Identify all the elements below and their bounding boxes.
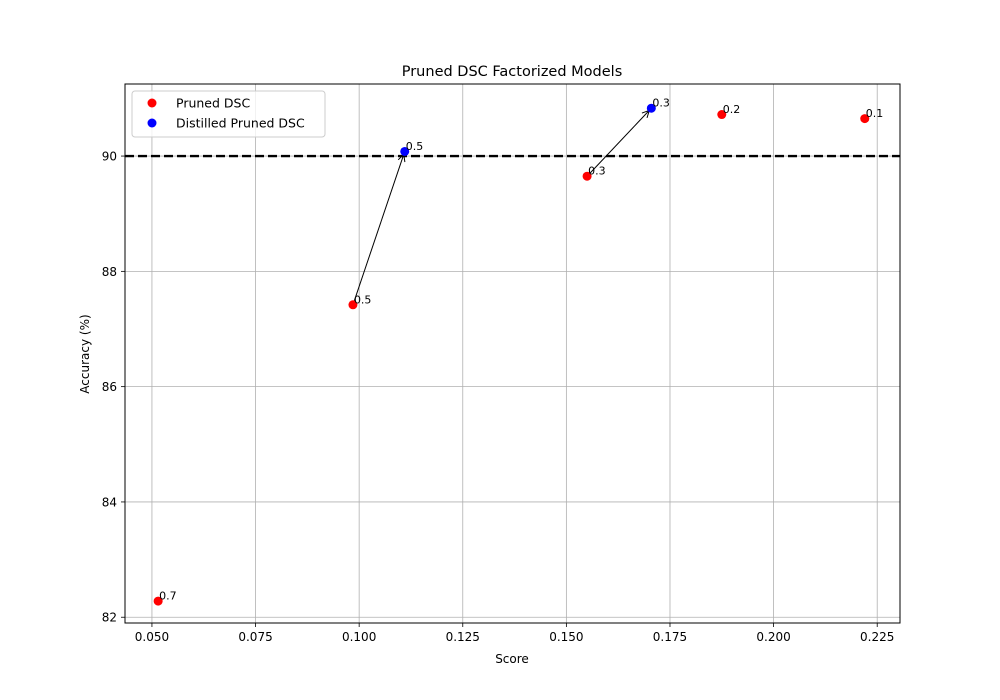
point-label-distilled-pruned-dsc: 0.3 <box>652 97 670 110</box>
legend: Pruned DSC Distilled Pruned DSC <box>131 90 326 138</box>
legend-marker-distilled-pruned-dsc <box>147 118 157 128</box>
point-label-pruned-dsc: 0.7 <box>159 590 177 603</box>
y-tick-label: 84 <box>102 495 117 509</box>
x-tick-label: 0.200 <box>756 630 790 644</box>
y-tick-label: 86 <box>102 380 117 394</box>
point-pruned-dsc <box>153 596 163 606</box>
x-tick-label: 0.175 <box>653 630 687 644</box>
x-tick-label: 0.100 <box>342 630 376 644</box>
y-tick-label: 88 <box>102 265 117 279</box>
point-label-distilled-pruned-dsc: 0.5 <box>406 140 424 153</box>
legend-marker-pruned-dsc <box>147 98 157 108</box>
point-label-pruned-dsc: 0.1 <box>866 107 884 120</box>
x-tick-label: 0.225 <box>860 630 894 644</box>
plot-frame <box>124 83 901 624</box>
y-tick-label: 90 <box>102 150 117 164</box>
points-layer <box>153 103 870 606</box>
point-distilled-pruned-dsc <box>646 103 656 113</box>
point-label-pruned-dsc: 0.5 <box>354 293 372 306</box>
x-tick-label: 0.050 <box>135 630 169 644</box>
arrow-layer <box>352 109 651 305</box>
point-pruned-dsc <box>717 110 727 120</box>
ticks-layer: 0.050 0.075 0.100 0.125 0.150 0.175 0.200 0.225… <box>102 150 895 644</box>
legend-label-distilled-pruned-dsc: Distilled Pruned DSC <box>176 116 305 131</box>
point-pruned-dsc <box>860 114 870 124</box>
point-distilled-pruned-dsc <box>400 146 410 156</box>
y-tick-label: 82 <box>102 611 117 625</box>
point-pruned-dsc <box>582 171 592 181</box>
point-label-pruned-dsc: 0.3 <box>588 165 606 178</box>
point-label-pruned-dsc: 0.2 <box>723 103 741 116</box>
point-labels-layer: 0.7 0.5 0.3 0.2 0.1 0.5 0.3 <box>159 97 883 603</box>
legend-label-pruned-dsc: Pruned DSC <box>176 96 250 111</box>
arrow-shaft <box>586 110 650 177</box>
point-pruned-dsc <box>348 300 358 310</box>
grid <box>125 84 900 623</box>
x-axis-label: Score <box>495 652 529 666</box>
legend-box <box>131 90 326 138</box>
x-tick-label: 0.075 <box>238 630 272 644</box>
x-tick-label: 0.125 <box>446 630 480 644</box>
chart-title: Pruned DSC Factorized Models <box>402 64 623 80</box>
arrow-shaft <box>352 154 405 305</box>
y-axis-label: Accuracy (%) <box>78 314 92 393</box>
x-tick-label: 0.150 <box>549 630 583 644</box>
